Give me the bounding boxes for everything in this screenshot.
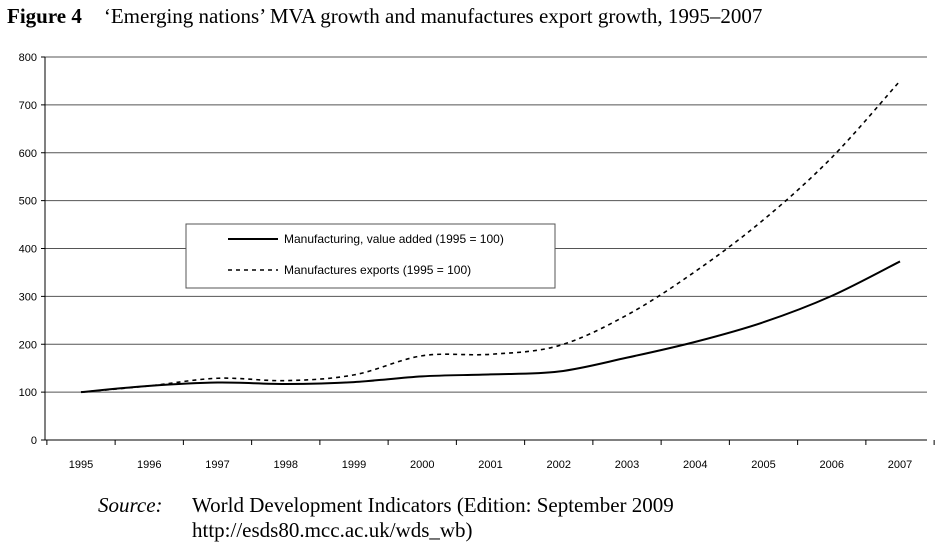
x-tick-label-2001: 2001 <box>478 459 502 471</box>
source-label: Source: <box>98 493 163 517</box>
y-tick-label-100: 100 <box>19 387 37 399</box>
x-tick-label-2007: 2007 <box>888 459 912 471</box>
x-tick-label-1996: 1996 <box>137 459 161 471</box>
y-tick-label-500: 500 <box>19 196 37 208</box>
x-tick-label-2004: 2004 <box>683 459 707 471</box>
line-chart: 0 100 200 300 400 500 600 700 800 1995 1996 1997 199… <box>19 52 935 471</box>
x-tick-label-1999: 1999 <box>342 459 366 471</box>
gridlines <box>45 56 927 393</box>
legend-label-mva: Manufacturing, value added (1995 = 100) <box>284 232 504 246</box>
y-tick-label-200: 200 <box>19 339 37 351</box>
legend-label-exports: Manufactures exports (1995 = 100) <box>284 263 471 277</box>
figure-caption: ‘Emerging nations’ MVA growth and manufa… <box>103 4 763 28</box>
y-tick-label-800: 800 <box>19 52 37 64</box>
x-tick-label-2005: 2005 <box>751 459 775 471</box>
legend: Manufacturing, value added (1995 = 100) … <box>185 223 556 289</box>
y-tick-label-300: 300 <box>19 291 37 303</box>
x-tick-label-1997: 1997 <box>205 459 229 471</box>
figure-label: Figure 4 <box>7 4 82 28</box>
axes: 0 100 200 300 400 500 600 700 800 1995 1996 1997 199… <box>19 52 935 471</box>
figure-title: Figure 4 ‘Emerging nations’ MVA growth an… <box>7 4 762 29</box>
series-line-exports <box>80 80 901 393</box>
series-lines <box>80 80 901 394</box>
y-tick-label-400: 400 <box>19 244 37 256</box>
x-tick-label-2006: 2006 <box>820 459 844 471</box>
x-tick-label-2003: 2003 <box>615 459 639 471</box>
series-line-mva <box>80 260 901 394</box>
x-tick-label-2002: 2002 <box>547 459 571 471</box>
source-text: World Development Indicators (Edition: S… <box>192 493 674 517</box>
x-tick-label-1998: 1998 <box>274 459 298 471</box>
y-tick-label-700: 700 <box>19 100 37 112</box>
x-tick-label-1995: 1995 <box>69 459 93 471</box>
x-tick-label-2000: 2000 <box>410 459 434 471</box>
source-url: http://esds80.mcc.ac.uk/wds_wb) <box>192 518 473 542</box>
y-tick-label-0: 0 <box>31 435 37 447</box>
y-tick-label-600: 600 <box>19 148 37 160</box>
source-note: Source: World Development Indicators (Edi… <box>98 493 674 543</box>
